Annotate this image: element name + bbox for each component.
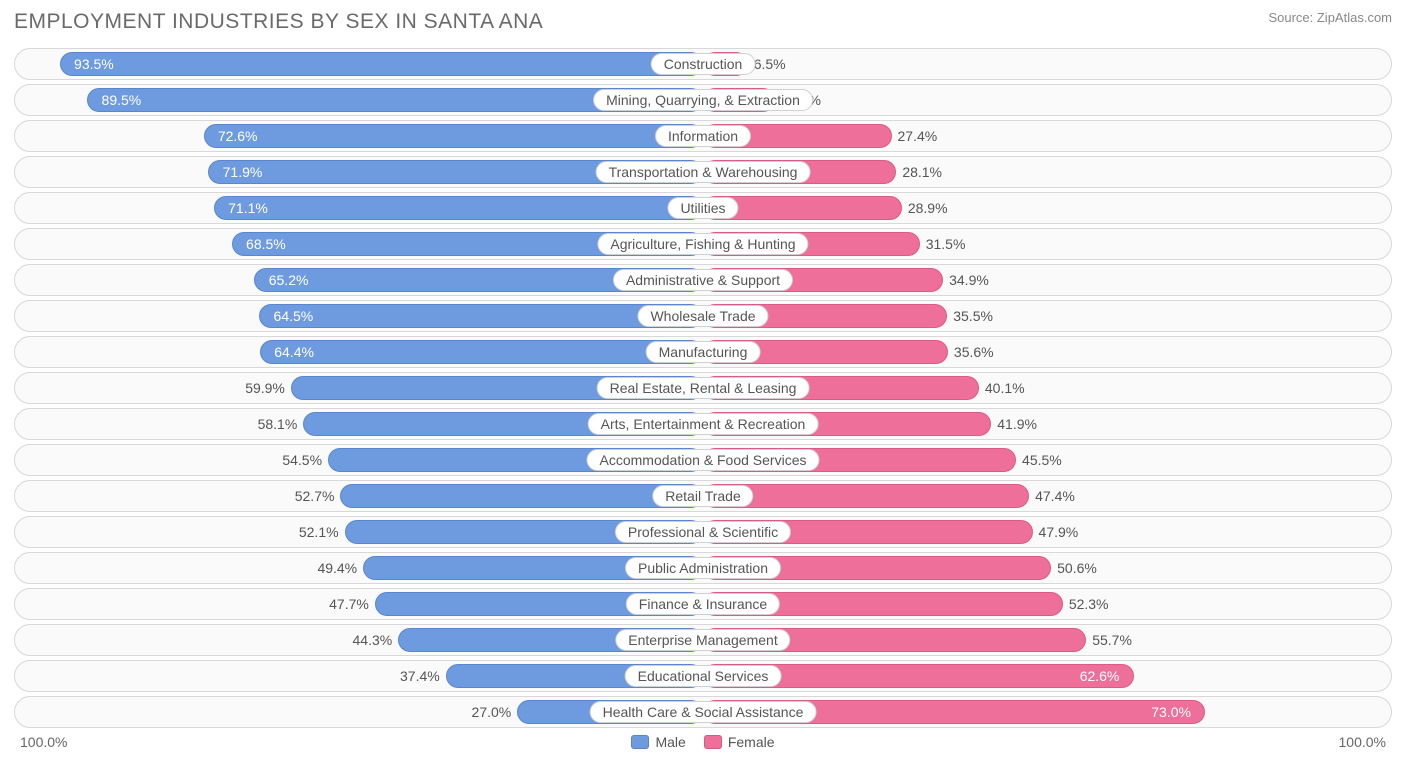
value-female: 35.5% bbox=[953, 308, 993, 324]
bar-male bbox=[204, 124, 703, 148]
value-male: 89.5% bbox=[102, 92, 142, 108]
row-label: Agriculture, Fishing & Hunting bbox=[597, 233, 808, 255]
legend-female: Female bbox=[704, 734, 775, 750]
value-female: 50.6% bbox=[1057, 560, 1097, 576]
chart-row: 49.4% 50.6% Public Administration bbox=[14, 552, 1392, 584]
value-female: 62.6% bbox=[1080, 668, 1120, 684]
row-label: Information bbox=[655, 125, 751, 147]
value-female: 45.5% bbox=[1022, 452, 1062, 468]
value-female: 28.1% bbox=[902, 164, 942, 180]
value-male: 37.4% bbox=[400, 668, 440, 684]
value-male: 54.5% bbox=[282, 452, 322, 468]
value-female: 41.9% bbox=[997, 416, 1037, 432]
chart-row: 47.7% 52.3% Finance & Insurance bbox=[14, 588, 1392, 620]
chart-row: 54.5% 45.5% Accommodation & Food Services bbox=[14, 444, 1392, 476]
row-label: Educational Services bbox=[625, 665, 782, 687]
value-female: 47.4% bbox=[1035, 488, 1075, 504]
value-male: 49.4% bbox=[317, 560, 357, 576]
value-male: 64.4% bbox=[274, 344, 314, 360]
row-label: Arts, Entertainment & Recreation bbox=[588, 413, 819, 435]
value-male: 71.1% bbox=[228, 200, 268, 216]
row-label: Retail Trade bbox=[652, 485, 753, 507]
bar-male bbox=[60, 52, 703, 76]
row-label: Finance & Insurance bbox=[626, 593, 780, 615]
chart-row: 65.2% 34.9% Administrative & Support bbox=[14, 264, 1392, 296]
chart-row: 71.1% 28.9% Utilities bbox=[14, 192, 1392, 224]
bar-male bbox=[214, 196, 703, 220]
value-male: 71.9% bbox=[223, 164, 263, 180]
value-male: 93.5% bbox=[74, 56, 114, 72]
row-label: Accommodation & Food Services bbox=[587, 449, 820, 471]
value-female: 55.7% bbox=[1092, 632, 1132, 648]
axis-right-label: 100.0% bbox=[1339, 734, 1386, 750]
value-male: 44.3% bbox=[353, 632, 393, 648]
row-label: Professional & Scientific bbox=[615, 521, 791, 543]
chart-row: 59.9% 40.1% Real Estate, Rental & Leasing bbox=[14, 372, 1392, 404]
diverging-bar-chart: 93.5% 6.5%Construction 89.5%10.5%Mining, Q… bbox=[14, 48, 1392, 728]
chart-footer: 100.0% Male Female 100.0% bbox=[14, 734, 1392, 750]
value-female: 40.1% bbox=[985, 380, 1025, 396]
value-female: 73.0% bbox=[1151, 704, 1191, 720]
value-female: 27.4% bbox=[898, 128, 938, 144]
row-label: Public Administration bbox=[625, 557, 781, 579]
chart-row: 52.1% 47.9% Professional & Scientific bbox=[14, 516, 1392, 548]
chart-title: EMPLOYMENT INDUSTRIES BY SEX IN SANTA AN… bbox=[14, 10, 543, 34]
chart-row: 93.5% 6.5%Construction bbox=[14, 48, 1392, 80]
legend: Male Female bbox=[631, 734, 774, 750]
row-label: Construction bbox=[651, 53, 756, 75]
value-male: 52.7% bbox=[295, 488, 335, 504]
chart-row: 72.6% 27.4% Information bbox=[14, 120, 1392, 152]
row-label: Mining, Quarrying, & Extraction bbox=[593, 89, 813, 111]
value-male: 64.5% bbox=[274, 308, 314, 324]
chart-row: 58.1% 41.9% Arts, Entertainment & Recreati… bbox=[14, 408, 1392, 440]
header: EMPLOYMENT INDUSTRIES BY SEX IN SANTA AN… bbox=[14, 10, 1392, 34]
chart-row: 64.5% 35.5% Wholesale Trade bbox=[14, 300, 1392, 332]
row-label: Wholesale Trade bbox=[637, 305, 768, 327]
source-label: Source: ZipAtlas.com bbox=[1268, 10, 1392, 25]
value-male: 72.6% bbox=[218, 128, 258, 144]
value-female: 31.5% bbox=[926, 236, 966, 252]
value-female: 35.6% bbox=[954, 344, 994, 360]
chart-row: 52.7% 47.4% Retail Trade bbox=[14, 480, 1392, 512]
row-label: Administrative & Support bbox=[613, 269, 793, 291]
legend-female-label: Female bbox=[728, 734, 775, 750]
row-label: Utilities bbox=[667, 197, 738, 219]
chart-row: 71.9% 28.1% Transportation & Warehousing bbox=[14, 156, 1392, 188]
row-label: Manufacturing bbox=[646, 341, 761, 363]
value-male: 27.0% bbox=[472, 704, 512, 720]
row-label: Enterprise Management bbox=[615, 629, 790, 651]
legend-male-label: Male bbox=[655, 734, 685, 750]
chart-row: 44.3% 55.7% Enterprise Management bbox=[14, 624, 1392, 656]
row-label: Health Care & Social Assistance bbox=[590, 701, 817, 723]
value-male: 65.2% bbox=[269, 272, 309, 288]
value-male: 59.9% bbox=[245, 380, 285, 396]
value-male: 58.1% bbox=[258, 416, 298, 432]
bar-male bbox=[259, 304, 703, 328]
row-label: Real Estate, Rental & Leasing bbox=[597, 377, 810, 399]
row-label: Transportation & Warehousing bbox=[596, 161, 811, 183]
female-swatch bbox=[704, 735, 722, 749]
chart-row: 68.5% 31.5% Agriculture, Fishing & Hunting bbox=[14, 228, 1392, 260]
bar-male bbox=[260, 340, 703, 364]
bar-male bbox=[340, 484, 703, 508]
chart-row: 37.4% 62.6% Educational Services bbox=[14, 660, 1392, 692]
value-female: 34.9% bbox=[949, 272, 989, 288]
chart-row: 27.0% 73.0% Health Care & Social Assistanc… bbox=[14, 696, 1392, 728]
value-male: 52.1% bbox=[299, 524, 339, 540]
value-female: 52.3% bbox=[1069, 596, 1109, 612]
value-female: 28.9% bbox=[908, 200, 948, 216]
value-female: 47.9% bbox=[1039, 524, 1079, 540]
value-female: 6.5% bbox=[754, 56, 786, 72]
value-male: 68.5% bbox=[246, 236, 286, 252]
chart-row: 64.4% 35.6% Manufacturing bbox=[14, 336, 1392, 368]
legend-male: Male bbox=[631, 734, 685, 750]
male-swatch bbox=[631, 735, 649, 749]
value-male: 47.7% bbox=[329, 596, 369, 612]
axis-left-label: 100.0% bbox=[20, 734, 67, 750]
chart-row: 89.5%10.5%Mining, Quarrying, & Extractio… bbox=[14, 84, 1392, 116]
